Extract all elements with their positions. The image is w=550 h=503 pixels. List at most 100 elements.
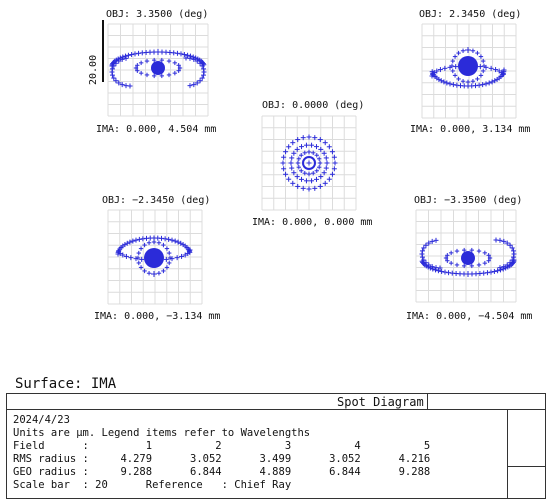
spot-mark — [509, 257, 515, 263]
spot-mark — [291, 170, 297, 176]
spot-mark — [477, 64, 483, 70]
spot-mark — [191, 56, 197, 62]
spot-mark — [475, 50, 480, 56]
spot-mark — [313, 176, 319, 182]
spot-mark — [421, 245, 427, 251]
spot-mark — [329, 171, 335, 177]
spot-mark — [123, 83, 129, 89]
obj-label-5: OBJ: −3.3500 (deg) — [414, 195, 523, 206]
spot-mark — [317, 160, 323, 166]
spot-mark — [197, 60, 203, 66]
spot-mark — [507, 260, 513, 266]
spot-mark — [199, 63, 205, 69]
spot-mark — [450, 68, 455, 74]
spot-mark — [138, 246, 144, 251]
spot-mark — [321, 170, 327, 176]
spot-mark — [199, 75, 205, 81]
spot-mark — [311, 170, 316, 176]
spot-mark — [296, 165, 302, 170]
ima-label-3: IMA: 0.000, 0.000 mm — [252, 217, 373, 228]
spot-mark — [329, 149, 335, 155]
spot-mark — [201, 72, 207, 78]
spot-mark — [156, 240, 162, 245]
spot-mark — [142, 268, 147, 274]
spot-mark — [324, 160, 330, 166]
spot-mark — [120, 252, 126, 258]
spot-mark — [447, 81, 453, 87]
spot-mark — [290, 140, 296, 146]
spot-mark — [314, 153, 319, 158]
spot-mark — [144, 58, 150, 64]
spot-mark — [483, 81, 489, 87]
info-panel: Spot Diagram 2024/4/23 Units are µm. Leg… — [6, 393, 546, 499]
spot-mark — [316, 156, 322, 161]
spot-mark — [309, 178, 315, 184]
spot-mark — [151, 271, 157, 277]
panel-divider — [507, 410, 508, 498]
spot-mark — [442, 269, 448, 275]
spot-mark — [444, 80, 450, 86]
spot-mark — [465, 271, 471, 277]
spot-mark — [306, 171, 312, 177]
spot-mark — [182, 252, 188, 258]
spot-mark — [283, 171, 289, 177]
spot-mark — [144, 72, 150, 78]
spot-mark — [176, 63, 181, 68]
spot-mark — [469, 247, 475, 253]
spot-mark — [445, 253, 450, 258]
spot-mark — [156, 271, 162, 276]
spot-mark — [286, 176, 292, 182]
spot-mark — [475, 76, 480, 82]
spot-mark — [491, 268, 497, 274]
spot-mark — [314, 168, 319, 173]
spot-mark — [504, 262, 510, 268]
spot-mark — [470, 48, 476, 53]
spot-mark — [289, 155, 295, 161]
spot-mark — [476, 262, 482, 268]
spot-mark — [123, 253, 129, 259]
header-divider — [427, 394, 428, 410]
spot-field-5 — [412, 208, 522, 306]
spot-mark — [138, 70, 144, 76]
spot-mark — [166, 72, 172, 78]
spot-mark — [146, 271, 152, 276]
spot-mark — [299, 144, 305, 150]
spot-mark — [419, 248, 425, 254]
spot-mark — [281, 166, 287, 172]
spot-mark — [426, 240, 432, 246]
spot-mark — [482, 260, 488, 266]
spot-mark — [151, 73, 157, 79]
spot-mark — [122, 53, 128, 59]
spot-mark — [116, 58, 122, 64]
spot-mark — [302, 170, 307, 176]
spot-mark — [113, 78, 119, 84]
spot-mark — [138, 265, 144, 270]
spot-mark — [306, 134, 312, 140]
spot-mark — [481, 68, 486, 74]
ima-label-4: IMA: 0.000, −3.134 mm — [94, 311, 221, 322]
spot-mark — [432, 267, 438, 273]
spot-mark — [164, 265, 170, 270]
spot-mark — [446, 270, 452, 276]
spot-mark — [155, 49, 161, 55]
spot-mark — [120, 54, 126, 60]
spot-mark — [139, 256, 145, 262]
obj-label-2: OBJ: 2.3450 (deg) — [419, 9, 522, 20]
spot-mark — [111, 75, 117, 81]
panel-header: Spot Diagram — [7, 394, 545, 410]
spot-mark — [498, 267, 504, 273]
spot-mark — [178, 51, 184, 57]
spot-mark — [445, 258, 450, 263]
spot-mark — [167, 255, 173, 261]
spot-mark — [174, 255, 180, 261]
spot-mark — [456, 76, 461, 82]
spot-mark — [460, 79, 466, 84]
spot-mark — [174, 50, 180, 56]
spot-mark — [482, 250, 488, 256]
spot-mark — [450, 82, 456, 88]
spot-mark — [461, 247, 467, 253]
spot-mark — [167, 250, 172, 256]
spot-mark — [295, 160, 301, 166]
spot-mark — [496, 68, 502, 74]
spot-mark — [311, 150, 316, 156]
